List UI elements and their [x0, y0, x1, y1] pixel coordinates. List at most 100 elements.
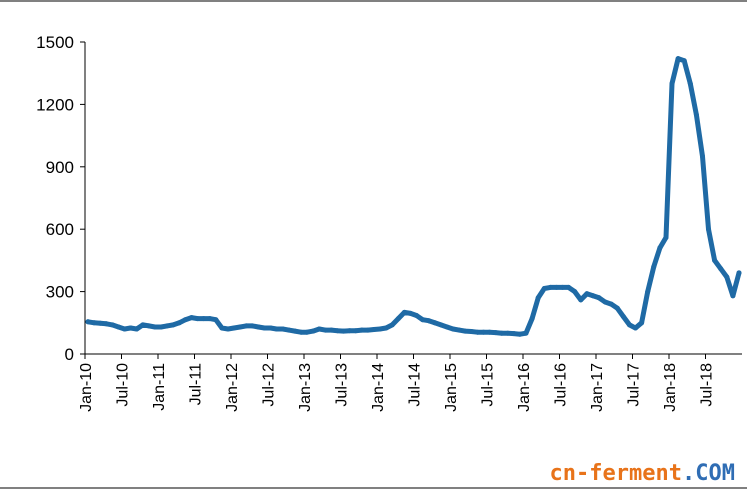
data-point: [706, 226, 711, 232]
data-point: [736, 270, 742, 276]
data-point: [298, 329, 304, 335]
data-point: [584, 291, 590, 297]
data-point: [292, 328, 298, 334]
data-point: [268, 325, 273, 331]
data-point: [201, 316, 207, 322]
series-line: [85, 56, 742, 337]
data-point: [724, 274, 730, 280]
data-point: [578, 297, 584, 303]
data-point: [554, 284, 559, 290]
data-point: [207, 316, 213, 322]
data-point: [109, 322, 115, 328]
data-point: [359, 327, 365, 333]
watermark-part-c: .COM: [682, 461, 735, 486]
data-point: [395, 316, 401, 322]
data-point: [152, 324, 158, 330]
data-point: [146, 323, 152, 329]
data-point: [274, 326, 280, 332]
x-tick-label: Jul-17: [626, 363, 643, 407]
data-point: [219, 325, 225, 331]
data-point: [712, 257, 718, 263]
data-point: [493, 330, 499, 336]
data-point: [420, 317, 426, 323]
data-point: [353, 328, 359, 334]
data-point: [195, 316, 200, 322]
series-layer: [85, 56, 742, 337]
data-point: [517, 331, 523, 337]
x-tick-label: Jul-14: [407, 363, 424, 407]
x-tick-label: Jan-15: [443, 363, 460, 412]
data-point: [645, 289, 651, 295]
data-point: [444, 324, 450, 330]
data-point: [596, 295, 602, 301]
data-point: [487, 329, 492, 335]
data-point: [566, 284, 572, 290]
data-point: [675, 56, 681, 62]
data-point: [669, 81, 675, 87]
data-point: [322, 327, 328, 333]
data-point: [231, 325, 237, 331]
data-point: [280, 326, 286, 332]
y-tick-label: 1500: [36, 33, 74, 52]
data-point: [103, 321, 109, 327]
x-tick-label: Jan-12: [224, 363, 241, 412]
data-point: [189, 315, 194, 321]
data-point: [158, 324, 164, 330]
watermark-part-b: ferment: [589, 461, 683, 486]
data-point: [401, 309, 407, 315]
data-point: [456, 327, 462, 333]
data-point: [176, 320, 182, 326]
data-point: [426, 318, 432, 324]
data-point: [97, 320, 103, 326]
y-tick-label: 300: [46, 283, 74, 302]
data-point: [213, 317, 219, 323]
data-point: [408, 310, 413, 316]
data-point: [134, 326, 140, 332]
data-point: [304, 329, 310, 335]
data-point: [663, 235, 669, 240]
data-point: [541, 286, 547, 291]
x-tick-label: Jul-18: [699, 363, 716, 407]
data-point: [529, 316, 535, 322]
data-point: [164, 323, 170, 329]
data-point: [170, 322, 176, 328]
data-point: [450, 326, 456, 332]
data-point: [341, 328, 346, 334]
data-point: [347, 328, 353, 334]
x-tick-label: Jan-13: [297, 363, 314, 412]
x-tick-label: Jul-12: [261, 363, 278, 407]
data-point: [639, 320, 645, 326]
data-point: [182, 317, 188, 323]
x-tick-label: Jul-11: [188, 363, 205, 405]
data-point: [377, 326, 383, 332]
data-point: [140, 322, 146, 328]
data-point: [468, 329, 474, 334]
data-point: [249, 323, 255, 329]
x-tick-label: Jul-16: [553, 363, 570, 407]
data-point: [383, 325, 389, 331]
data-point: [389, 322, 395, 328]
data-point: [438, 322, 444, 328]
x-tick-label: Jan-11: [151, 363, 168, 411]
data-point: [310, 328, 316, 334]
data-point: [657, 245, 663, 251]
data-point: [633, 325, 638, 331]
data-point: [371, 327, 377, 332]
data-point: [523, 330, 529, 336]
data-point: [243, 323, 249, 329]
data-point: [572, 289, 578, 295]
data-point: [365, 327, 371, 333]
y-tick-label: 1200: [36, 95, 74, 114]
x-tick-label: Jul-15: [480, 363, 497, 407]
data-point: [335, 328, 340, 334]
data-point: [85, 319, 91, 325]
data-point: [128, 325, 134, 331]
data-point: [499, 330, 505, 336]
x-tick-label: Jan-18: [662, 363, 679, 412]
data-point: [255, 324, 261, 330]
data-point: [608, 301, 614, 307]
data-point: [681, 58, 687, 64]
data-point: [602, 299, 608, 305]
data-point: [414, 313, 419, 318]
